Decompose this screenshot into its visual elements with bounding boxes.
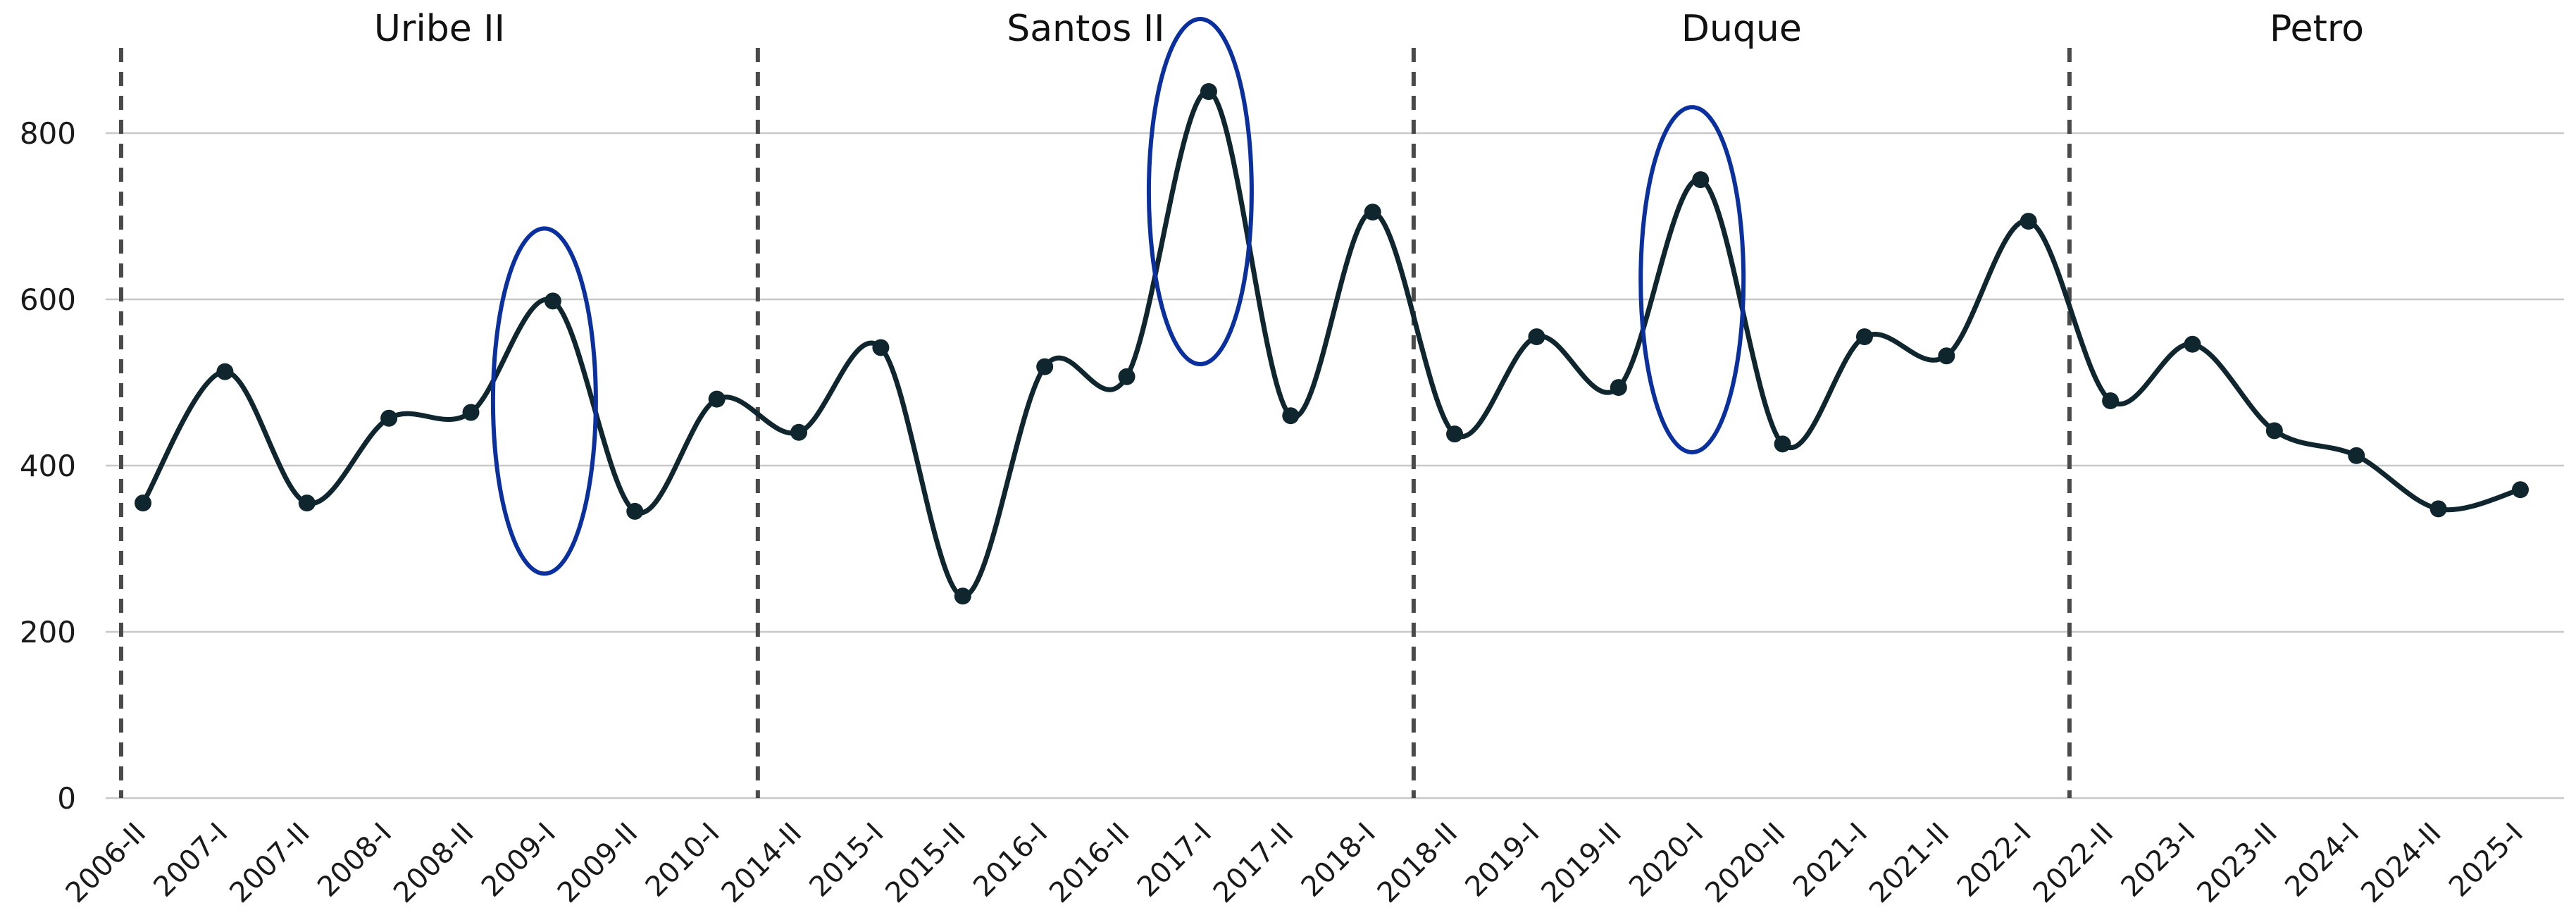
x-tick-label: 2015-II (879, 817, 971, 909)
x-tick-label: 2019-I (1459, 817, 1545, 904)
x-tick-label: 2024-II (2355, 817, 2447, 909)
y-axis-ticks: 0 200 400 600 800 (20, 116, 76, 816)
data-point-2020-I (1692, 171, 1710, 189)
y-tick-label: 400 (20, 449, 76, 483)
y-tick-label: 200 (20, 615, 76, 649)
data-point-2018-I (1364, 204, 1381, 221)
x-tick-label: 2022-I (1951, 817, 2038, 904)
data-point-2023-II (2265, 422, 2283, 440)
x-tick-label: 2006-II (60, 817, 152, 909)
x-tick-label: 2008-II (387, 817, 480, 909)
x-tick-label: 2009-I (475, 817, 562, 904)
x-tick-label: 2022-II (2027, 817, 2120, 909)
data-point-2023-I (2184, 335, 2201, 353)
data-point-2019-II (1610, 379, 1627, 397)
data-point-2020-II (1774, 435, 1791, 453)
x-tick-label: 2010-I (640, 817, 726, 904)
x-tick-label: 2016-I (967, 817, 1054, 904)
x-tick-label: 2019-II (1535, 817, 1627, 909)
data-point-2022-II (2102, 392, 2120, 409)
series (140, 89, 2523, 599)
data-point-2019-I (1528, 328, 1545, 346)
data-points (135, 83, 2529, 605)
data-point-2006-II (135, 494, 151, 512)
x-tick-label: 2021-II (1863, 817, 1955, 909)
x-tick-label: 2015-I (803, 817, 890, 904)
data-point-2021-II (1938, 347, 1955, 365)
data-point-2017-II (1282, 407, 1300, 425)
data-point-2008-II (462, 404, 480, 421)
data-point-2007-I (216, 363, 234, 380)
x-tick-label: 2023-I (2115, 817, 2201, 904)
x-tick-label: 2020-I (1623, 817, 1710, 904)
x-tick-label: 2023-II (2191, 817, 2284, 909)
data-point-2014-II (790, 423, 808, 441)
data-point-2009-II (626, 502, 644, 520)
x-tick-label: 2025-I (2443, 817, 2530, 904)
x-tick-label: 2024-I (2279, 817, 2365, 904)
data-point-2018-II (1446, 425, 1464, 443)
x-tick-label: 2016-II (1043, 817, 1135, 909)
highlight-ellipse (1638, 105, 1746, 455)
x-tick-label: 2020-II (1699, 817, 1791, 909)
data-point-2017-I (1200, 83, 1217, 100)
data-point-2024-II (2429, 500, 2447, 518)
period-label: Uribe II (374, 8, 505, 50)
x-tick-label: 2014-II (716, 817, 808, 909)
x-tick-label: 2007-I (147, 817, 234, 904)
highlight-ellipse (1146, 17, 1254, 366)
y-tick-label: 600 (20, 282, 76, 317)
x-axis-ticks: 2006-II2007-I2007-II2008-I2008-II2009-I2… (60, 817, 2530, 909)
data-point-2016-I (1036, 358, 1054, 375)
data-point-2015-I (872, 339, 890, 356)
y-tick-label: 800 (20, 116, 76, 151)
highlight-ellipse (490, 226, 598, 576)
gridlines (106, 132, 2564, 799)
highlight-ellipses (490, 17, 1746, 576)
period-label: Petro (2270, 8, 2364, 50)
data-point-2021-I (1855, 328, 1873, 346)
series-line (140, 89, 2523, 599)
x-tick-label: 2017-II (1207, 817, 1300, 909)
y-tick-label: 0 (57, 781, 76, 816)
data-point-2024-I (2348, 447, 2365, 464)
x-tick-label: 2009-II (552, 817, 644, 909)
x-tick-label: 2008-I (311, 817, 398, 904)
data-point-2007-II (298, 494, 316, 512)
data-point-2008-I (380, 409, 398, 427)
data-point-2016-II (1118, 368, 1135, 385)
period-label: Santos II (1007, 8, 1164, 50)
data-point-2025-I (2512, 481, 2529, 499)
period-dividers (119, 48, 2072, 798)
period-labels: Uribe II Santos II Duque Petro (374, 8, 2364, 50)
x-tick-label: 2017-I (1131, 817, 1218, 904)
x-tick-label: 2018-II (1371, 817, 1464, 909)
x-tick-label: 2021-I (1787, 817, 1874, 904)
data-point-2022-I (2020, 213, 2037, 230)
data-point-2015-II (954, 587, 971, 605)
data-point-2009-I (544, 292, 561, 310)
period-label: Duque (1681, 8, 1802, 50)
x-tick-label: 2007-II (223, 817, 316, 909)
data-point-2010-I (708, 390, 726, 408)
x-tick-label: 2018-I (1295, 817, 1382, 904)
